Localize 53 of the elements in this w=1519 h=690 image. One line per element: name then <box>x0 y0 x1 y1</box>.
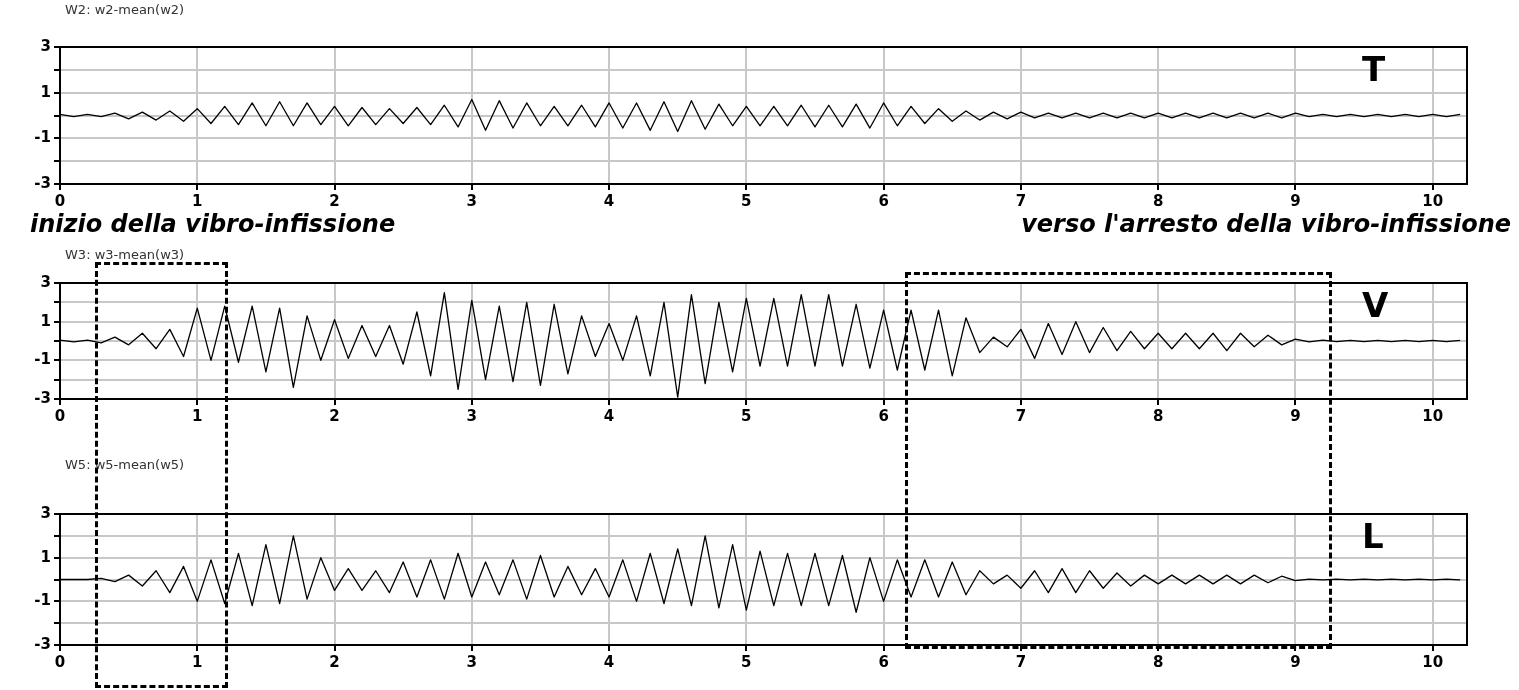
x-tick-label: 0 <box>54 406 66 425</box>
x-tick-label: 3 <box>466 191 478 210</box>
x-tick-label: 5 <box>741 191 752 210</box>
x-tick-label: 7 <box>1015 406 1027 425</box>
x-tick-label: 1 <box>192 652 203 671</box>
x-tick-label: 4 <box>603 191 615 210</box>
x-tick-label: 0 <box>54 191 66 210</box>
x-tick-label: 10 <box>1422 191 1444 210</box>
x-tick-label: 5 <box>741 652 752 671</box>
annotation: V <box>1362 285 1389 325</box>
y-tick-label: 1 <box>40 547 51 566</box>
x-tick-label: 8 <box>1152 406 1164 425</box>
y-tick-label: 3 <box>40 272 51 291</box>
x-tick-label: 1 <box>192 191 203 210</box>
text: verso l'arresto della vibro-infissione <box>1021 210 1511 238</box>
chart-title: W3: w3-mean(w3) <box>65 247 185 262</box>
y-tick-label: 3 <box>40 503 51 522</box>
x-tick-label: 8 <box>1152 652 1164 671</box>
x-tick-label: 9 <box>1290 406 1301 425</box>
y-tick-label: -1 <box>34 128 51 147</box>
x-tick-label: 4 <box>603 406 615 425</box>
y-tick-label: 1 <box>40 311 51 330</box>
x-tick-label: 9 <box>1290 652 1301 671</box>
x-tick-label: 4 <box>603 652 615 671</box>
x-tick-label: 10 <box>1422 406 1444 425</box>
x-tick-label: 2 <box>329 191 340 210</box>
x-tick-label: 3 <box>466 406 478 425</box>
x-tick-label: 6 <box>878 652 889 671</box>
x-tick-label: 5 <box>741 406 752 425</box>
x-tick-label: 3 <box>466 652 478 671</box>
x-tick-label: 7 <box>1015 191 1027 210</box>
x-tick-label: 7 <box>1015 652 1027 671</box>
y-tick-label: -1 <box>34 350 51 369</box>
x-tick-label: 0 <box>54 652 66 671</box>
x-tick-label: 2 <box>329 406 340 425</box>
annotation: T <box>1362 49 1386 89</box>
y-tick-label: -1 <box>34 591 51 610</box>
y-tick-label: -3 <box>34 388 51 407</box>
text: inizio della vibro-infissione <box>30 210 396 238</box>
y-tick-label: 3 <box>40 36 51 55</box>
x-tick-label: 8 <box>1152 191 1164 210</box>
y-tick-label: 1 <box>40 82 51 101</box>
x-tick-label: 1 <box>192 406 203 425</box>
x-tick-label: 6 <box>878 191 889 210</box>
chart-title: W2: w2-mean(w2) <box>65 2 185 17</box>
y-tick-label: -3 <box>34 634 51 653</box>
chart-title: W5: w5-mean(w5) <box>65 457 185 472</box>
x-tick-label: 6 <box>878 406 889 425</box>
annotation: L <box>1362 516 1384 556</box>
x-tick-label: 9 <box>1290 191 1301 210</box>
x-tick-label: 10 <box>1422 652 1444 671</box>
x-tick-label: 2 <box>329 652 340 671</box>
y-tick-label: -3 <box>34 173 51 192</box>
